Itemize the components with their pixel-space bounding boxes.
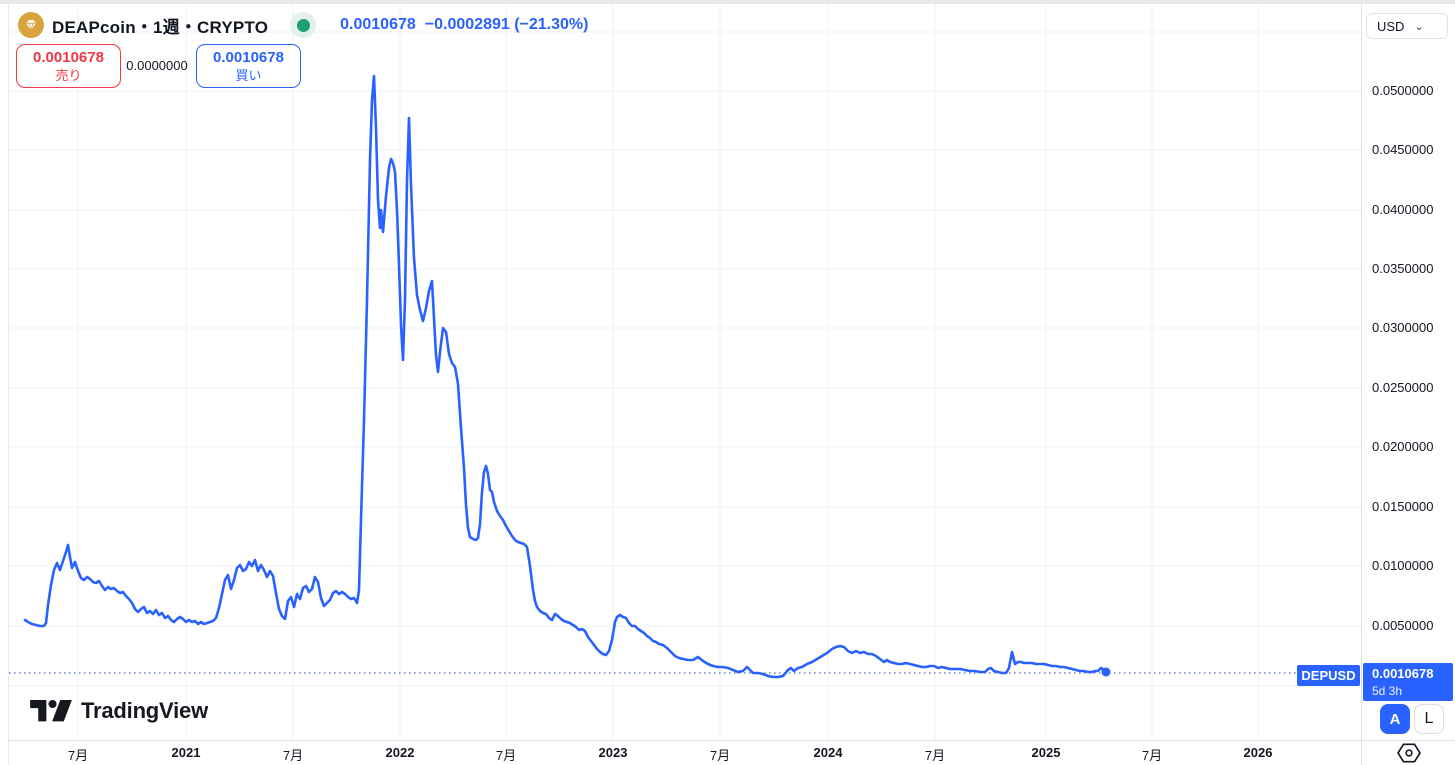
axis-corner (1362, 740, 1455, 765)
time-scale[interactable]: 7月 2021 7月 2022 7月 2023 7月 2024 7月 2025 7月 2026 (0, 740, 1362, 765)
price-tick-label: 0.0200000 (1372, 439, 1434, 454)
hexagon-settings-icon[interactable] (1396, 742, 1422, 764)
deapcoin-logo-icon (18, 12, 44, 38)
time-tick-label: 7月 (495, 748, 517, 763)
currency-selector[interactable]: USD ⌄ (1366, 13, 1448, 39)
market-status-indicator (290, 12, 317, 38)
symbol-title[interactable]: DEAPcoin・1週・CRYPTO (52, 17, 269, 37)
currency-label: USD (1377, 18, 1405, 34)
tradingview-logo-text: TradingView (81, 698, 208, 723)
price-change: −0.0002891 (−21.30%) (424, 16, 589, 33)
price-tick-label: 0.0450000 (1372, 142, 1434, 157)
price-tick-label: 0.0100000 (1372, 558, 1434, 573)
time-tick-label: 7月 (1141, 748, 1163, 763)
series-symbol-badge: DEPUSD (1297, 665, 1360, 686)
time-tick-label: 7月 (709, 748, 731, 763)
log-scale-button[interactable]: L (1414, 704, 1444, 734)
left-border (8, 4, 9, 765)
price-tick-label: 0.0400000 (1372, 202, 1434, 217)
badge-countdown: 5d 3h (1372, 684, 1403, 698)
axis-separator (1361, 0, 1362, 765)
price-tick-label: 0.0150000 (1372, 499, 1434, 514)
time-tick-label: 7月 (924, 748, 946, 763)
buy-price: 0.0010678 (213, 49, 284, 66)
top-edge (0, 0, 1455, 4)
price-scale[interactable]: USD ⌄ 0.0500000 0.0450000 0.0400000 0.03500… (1362, 0, 1455, 740)
auto-scale-button[interactable]: A (1380, 704, 1410, 734)
chart-canvas[interactable] (0, 0, 1362, 740)
sell-button[interactable]: 0.0010678 売り (16, 44, 121, 88)
tradingview-logo-mark-icon (30, 700, 72, 722)
price-tick-label: 0.0250000 (1372, 380, 1434, 395)
spread-value: 0.0000000 (126, 58, 188, 73)
buy-button[interactable]: 0.0010678 買い (196, 44, 301, 88)
chart-pane[interactable]: DEAPcoin・1週・CRYPTO 0.0010678 −0.0002891 (… (0, 0, 1362, 740)
price-tick-label: 0.0350000 (1372, 261, 1434, 276)
quote: 0.0010678 −0.0002891 (−21.30%) (340, 16, 588, 34)
time-tick-label: 2026 (1243, 745, 1273, 760)
time-tick-label: 2021 (171, 745, 201, 760)
time-tick-label: 7月 (282, 748, 304, 763)
time-tick-label: 2022 (385, 745, 415, 760)
sell-label: 売り (55, 68, 82, 83)
last-price: 0.0010678 (340, 16, 416, 33)
symbol-header: DEAPcoin・1週・CRYPTO 0.0010678 −0.0002891 (… (18, 10, 588, 40)
time-tick-label: 7月 (67, 748, 89, 763)
price-tick-label: 0.0300000 (1372, 320, 1434, 335)
time-tick-label: 2024 (813, 745, 843, 760)
sell-price: 0.0010678 (33, 49, 104, 66)
time-axis-separator (8, 740, 1455, 741)
buy-label: 買い (235, 68, 262, 83)
time-tick-label: 2023 (598, 745, 628, 760)
time-tick-label: 2025 (1031, 745, 1061, 760)
tradingview-logo[interactable]: TradingView (30, 698, 208, 724)
badge-price: 0.0010678 (1372, 666, 1434, 681)
price-tick-label: 0.0500000 (1372, 83, 1434, 98)
last-price-badge: 0.0010678 5d 3h (1363, 663, 1453, 701)
price-tick-label: 0.0050000 (1372, 618, 1434, 633)
chevron-down-icon: ⌄ (1414, 20, 1424, 33)
